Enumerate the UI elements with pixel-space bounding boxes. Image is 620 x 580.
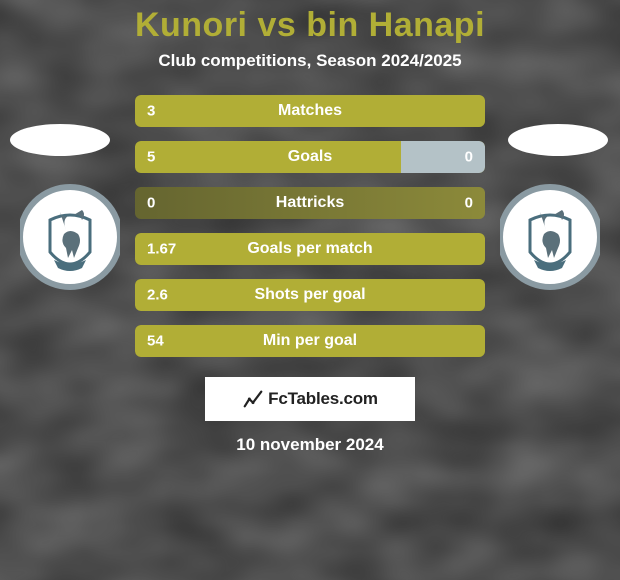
stat-label: Shots per goal xyxy=(254,286,365,304)
stat-row: 2.6 Shots per goal xyxy=(135,279,485,311)
stat-value-left: 0 xyxy=(147,195,155,212)
ellipse-right xyxy=(508,124,608,156)
stat-value-left: 1.67 xyxy=(147,241,176,258)
stats-container: 3 Matches 5 0 Goals 0 0 Hattricks 1.67 Goals per … xyxy=(135,95,485,357)
stat-value-right: 0 xyxy=(465,149,473,166)
watermark-badge: FcTables.com xyxy=(205,377,415,421)
stat-row: 0 0 Hattricks xyxy=(135,187,485,219)
team-crest-right xyxy=(500,180,600,294)
stat-value-left: 5 xyxy=(147,149,155,166)
stat-label: Min per goal xyxy=(263,332,357,350)
stat-row: 3 Matches xyxy=(135,95,485,127)
stat-value-left: 2.6 xyxy=(147,287,168,304)
stat-fill-left xyxy=(135,141,401,173)
title-right: bin Hanapi xyxy=(306,6,485,44)
stat-label: Goals per match xyxy=(247,240,372,258)
stat-row: 54 Min per goal xyxy=(135,325,485,357)
stat-value-left: 54 xyxy=(147,333,164,350)
title-left: Kunori xyxy=(135,6,248,44)
subtitle: Club competitions, Season 2024/2025 xyxy=(158,51,461,71)
stat-label: Hattricks xyxy=(276,194,344,212)
watermark-text: FcTables.com xyxy=(268,389,378,409)
stat-row: 5 0 Goals xyxy=(135,141,485,173)
title-vs: vs xyxy=(257,6,296,44)
stat-row: 1.67 Goals per match xyxy=(135,233,485,265)
stat-value-left: 3 xyxy=(147,103,155,120)
stat-label: Goals xyxy=(288,148,332,166)
footer-date: 10 november 2024 xyxy=(236,435,383,455)
page-title: Kunori vs bin Hanapi xyxy=(135,6,485,45)
stat-value-right: 0 xyxy=(465,195,473,212)
chart-icon xyxy=(242,388,264,410)
ellipse-left xyxy=(10,124,110,156)
team-crest-left xyxy=(20,180,120,294)
stat-label: Matches xyxy=(278,102,342,120)
